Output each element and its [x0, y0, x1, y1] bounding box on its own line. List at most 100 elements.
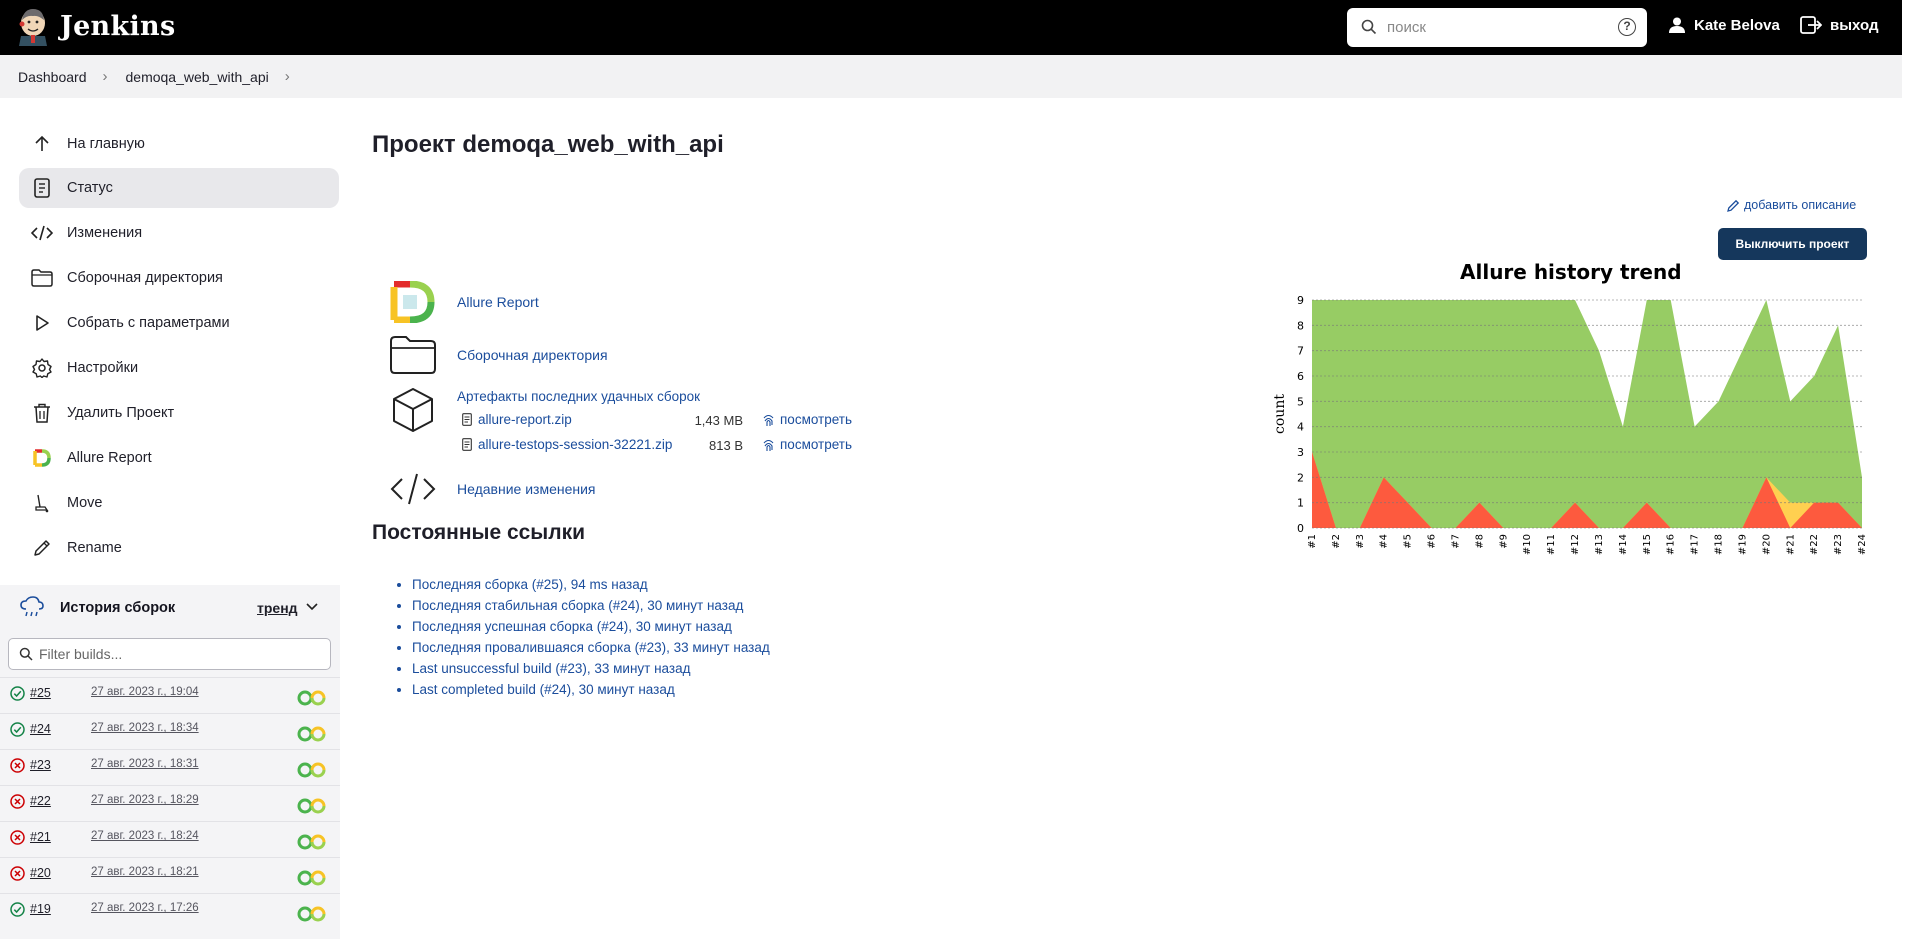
build-date-link[interactable]: 27 авг. 2023 г., 18:21 — [91, 866, 199, 878]
y-tick-label: 4 — [1297, 421, 1304, 434]
permalink-item: Last unsuccessful build (#23), 33 минут … — [412, 661, 770, 682]
fingerprint-icon — [763, 414, 774, 426]
logout-link[interactable]: выход — [1800, 16, 1879, 34]
build-number-link[interactable]: #25 — [30, 686, 51, 700]
permalinks-list: Последняя сборка (#25), 94 ms назад Посл… — [412, 577, 770, 703]
sidebar-item-workspace[interactable]: Сборочная директория — [19, 258, 339, 298]
help-icon[interactable]: ? — [1618, 18, 1636, 36]
build-number-link[interactable]: #19 — [30, 902, 51, 916]
x-tick-label: #14 — [1618, 534, 1629, 555]
artifact-name[interactable]: allure-report.zip — [478, 412, 572, 427]
sidebar-item-allure-report[interactable]: Allure Report — [19, 438, 339, 478]
permalink-last-unsuccessful[interactable]: Last unsuccessful build (#23), 33 минут … — [412, 661, 691, 676]
allure-report-badge-icon[interactable] — [297, 870, 329, 886]
build-number-link[interactable]: #21 — [30, 830, 51, 844]
build-number-link[interactable]: #22 — [30, 794, 51, 808]
trash-icon — [31, 402, 53, 424]
build-row: #20 27 авг. 2023 г., 18:21 — [0, 857, 340, 893]
sidebar-item-status[interactable]: Статус — [19, 168, 339, 208]
build-history-header: История сборок тренд — [0, 585, 340, 631]
jenkins-logo-icon — [19, 9, 47, 46]
recent-changes-link[interactable]: Недавние изменения — [457, 481, 596, 497]
build-row: #24 27 авг. 2023 г., 18:34 — [0, 713, 340, 749]
sidebar-item-delete-project[interactable]: Удалить Проект — [19, 393, 339, 433]
folder-icon — [31, 267, 53, 289]
permalink-last-completed[interactable]: Last completed build (#24), 30 минут наз… — [412, 682, 675, 697]
build-date-link[interactable]: 27 авг. 2023 г., 18:34 — [91, 722, 199, 734]
sidebar-item-build-with-params[interactable]: Собрать с параметрами — [19, 303, 339, 343]
top-bar: Jenkins ? Kate Belova выход — [0, 0, 1902, 55]
allure-report-link[interactable]: Allure Report — [457, 294, 539, 310]
sidebar-item-move[interactable]: Move — [19, 483, 339, 523]
disable-project-button[interactable]: Выключить проект — [1718, 228, 1867, 260]
add-description-link[interactable]: добавить описание — [1727, 198, 1856, 212]
sidebar-item-settings[interactable]: Настройки — [19, 348, 339, 388]
allure-report-badge-icon[interactable] — [297, 762, 329, 778]
artifact-view-label: посмотреть — [780, 437, 853, 452]
pencil-icon — [1727, 199, 1740, 212]
workspace-link[interactable]: Сборочная директория — [457, 347, 608, 363]
allure-report-badge-icon[interactable] — [297, 834, 329, 850]
build-date-link[interactable]: 27 авг. 2023 г., 18:31 — [91, 758, 199, 770]
permalink-last-failed[interactable]: Последняя провалившаяся сборка (#23), 33… — [412, 640, 770, 655]
x-tick-label: #18 — [1714, 534, 1725, 555]
sidebar-item-home[interactable]: На главную — [19, 124, 339, 164]
chevron-right-icon[interactable]: › — [284, 68, 290, 85]
file-icon — [462, 413, 472, 426]
brand-name: Jenkins — [60, 10, 176, 42]
x-tick-label: #23 — [1833, 534, 1844, 555]
x-tick-label: #22 — [1809, 534, 1820, 555]
failed-status-icon — [10, 866, 25, 881]
build-date-link[interactable]: 27 авг. 2023 г., 18:29 — [91, 794, 199, 806]
user-link[interactable]: Kate Belova — [1668, 16, 1780, 34]
jenkins-home-link[interactable]: Jenkins — [18, 6, 175, 46]
allure-report-badge-icon[interactable] — [297, 906, 329, 922]
y-tick-label: 5 — [1297, 395, 1304, 408]
sidebar-item-changes[interactable]: Изменения — [19, 213, 339, 253]
permalink-last-build[interactable]: Последняя сборка (#25), 94 ms назад — [412, 577, 648, 592]
x-tick-label: #13 — [1594, 534, 1605, 555]
build-row: #22 27 авг. 2023 г., 18:29 — [0, 785, 340, 821]
permalink-last-successful[interactable]: Последняя успешная сборка (#24), 30 мину… — [412, 619, 732, 634]
user-icon — [1669, 17, 1685, 33]
artifact-view-link[interactable]: посмотреть — [762, 437, 852, 452]
build-date-link[interactable]: 27 авг. 2023 г., 19:04 — [91, 686, 199, 698]
allure-logo-icon — [388, 279, 438, 325]
allure-report-badge-icon[interactable] — [297, 690, 329, 706]
allure-report-badge-icon[interactable] — [297, 726, 329, 742]
build-number-link[interactable]: #24 — [30, 722, 51, 736]
filter-builds-input[interactable] — [39, 639, 319, 669]
build-date-link[interactable]: 27 авг. 2023 г., 17:26 — [91, 902, 199, 914]
search-box[interactable]: ? — [1347, 8, 1647, 47]
y-tick-label: 6 — [1297, 370, 1304, 383]
breadcrumb: Dashboard › demoqa_web_with_api › — [0, 55, 1902, 98]
weather-cloud-icon — [20, 596, 44, 617]
fingerprint-icon — [763, 439, 774, 451]
filter-builds-box[interactable] — [8, 638, 331, 670]
sidebar-item-label: Удалить Проект — [67, 405, 175, 421]
build-number-link[interactable]: #20 — [30, 866, 51, 880]
trend-link[interactable]: тренд — [257, 600, 298, 616]
x-tick-label: #16 — [1666, 534, 1677, 555]
artifact-view-link[interactable]: посмотреть — [762, 412, 852, 427]
failed-status-icon — [10, 758, 25, 773]
x-tick-label: #1 — [1307, 534, 1318, 549]
search-input[interactable] — [1387, 8, 1607, 47]
sidebar-item-label: Сборочная директория — [67, 270, 223, 286]
play-icon — [31, 312, 53, 334]
sidebar-item-rename[interactable]: Rename — [19, 528, 339, 568]
search-icon — [19, 647, 33, 661]
permalink-last-stable[interactable]: Последняя стабильная сборка (#24), 30 ми… — [412, 598, 744, 613]
chevron-down-icon[interactable] — [306, 603, 318, 611]
allure-report-badge-icon[interactable] — [297, 798, 329, 814]
artifacts-row — [388, 387, 438, 433]
build-number-link[interactable]: #23 — [30, 758, 51, 772]
allure-history-trend-chart[interactable]: 0 1 2 3 4 5 6 7 8 9 #1 #2 #3 #4 #5 #6 #7 #8 #9 #10 #11 #12 #13… — [1270, 288, 1870, 568]
code-icon — [31, 222, 53, 244]
artifacts-link[interactable]: Артефакты последних удачных сборок — [457, 389, 701, 404]
build-date-link[interactable]: 27 авг. 2023 г., 18:24 — [91, 830, 199, 842]
pencil-icon — [31, 537, 53, 559]
breadcrumb-dashboard[interactable]: Dashboard — [18, 68, 87, 85]
breadcrumb-project[interactable]: demoqa_web_with_api — [125, 68, 269, 85]
artifact-name[interactable]: allure-testops-session-32221.zip — [478, 437, 673, 452]
